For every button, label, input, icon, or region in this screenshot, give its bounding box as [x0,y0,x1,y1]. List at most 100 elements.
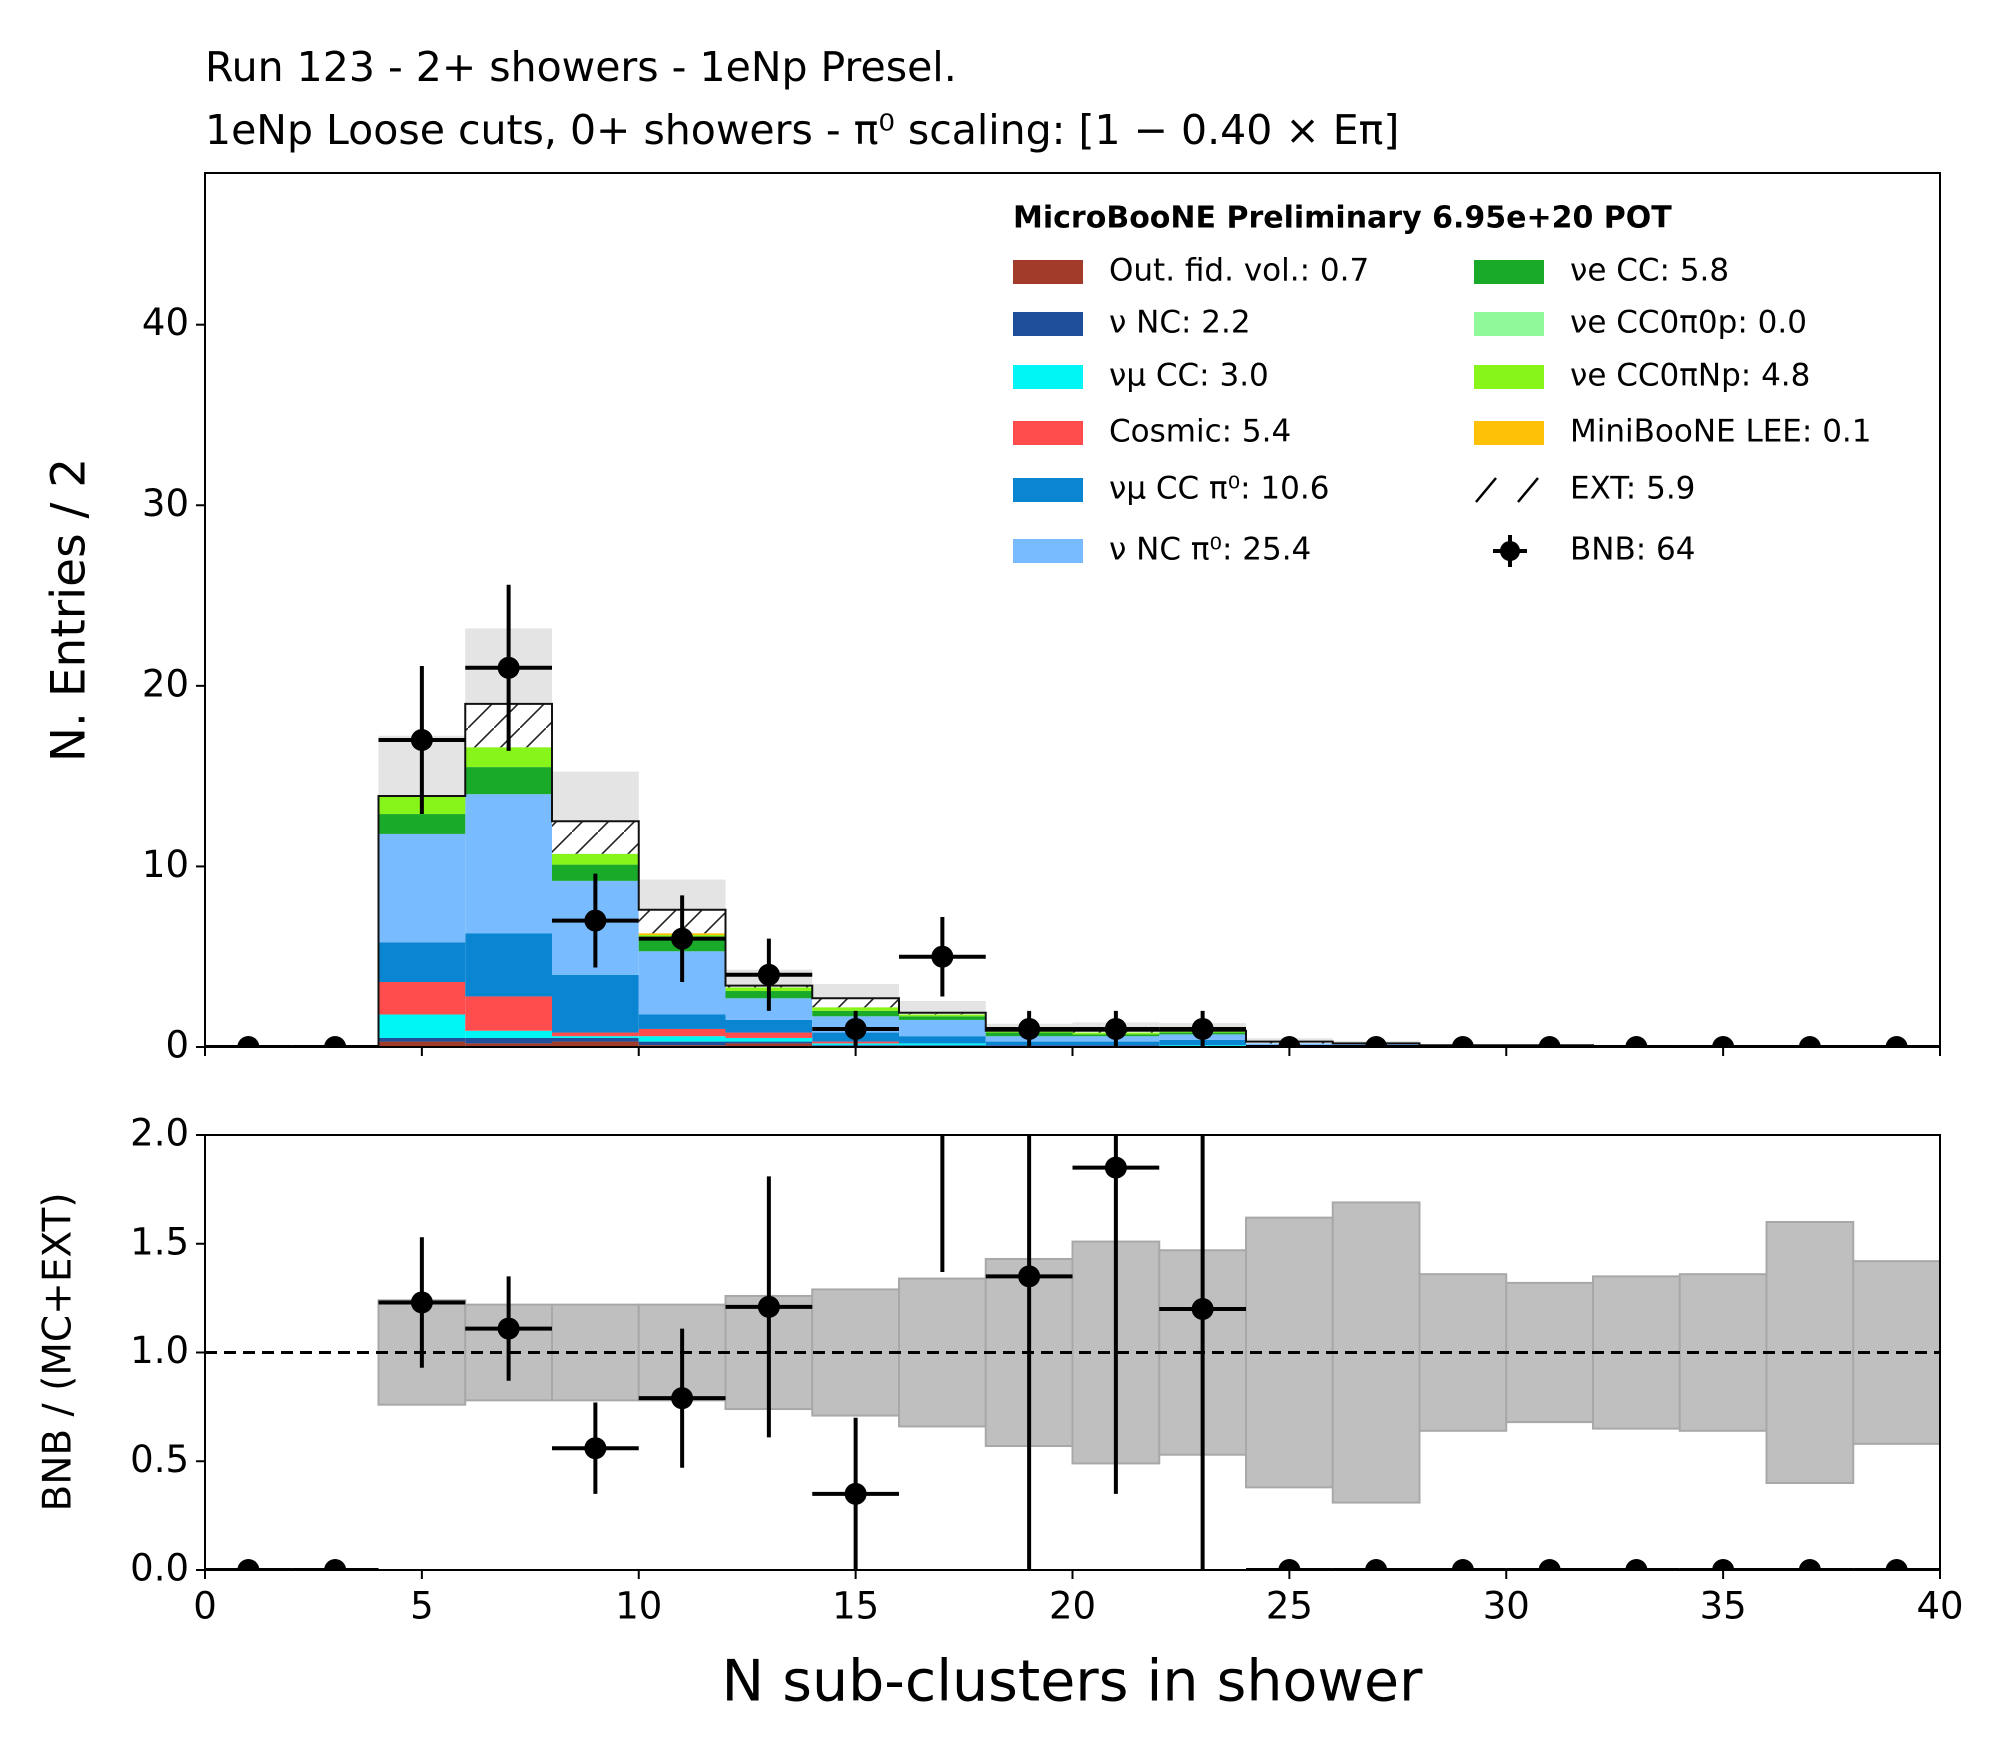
data-point [1018,1265,1041,1288]
data-point [1104,1017,1127,1040]
legend-swatch [1013,312,1083,336]
stack-segment [725,1043,813,1047]
stack-segment [725,1037,813,1042]
stack-segment [638,1041,726,1046]
legend-label: νe CC: 5.8 [1570,253,1729,289]
legend-swatch [1475,477,1539,503]
x-tick-label: 0 [193,1585,217,1628]
stack-segment [465,794,552,934]
stack-segment [638,1036,726,1042]
x-tick-label: 25 [1266,1585,1313,1628]
data-point [324,1559,347,1570]
data-point [1885,1559,1908,1570]
data-point [1625,1036,1648,1047]
stack-segment [465,933,552,997]
stack-segment [638,1028,726,1037]
data-point [497,1317,520,1340]
data-point [410,1291,433,1314]
data-point [931,945,954,968]
stack-segment [552,1041,639,1047]
data-point [1712,1559,1735,1570]
stack-segment [552,1036,639,1038]
ratio-axis-label: BNB / (MC+EXT) [36,1192,81,1511]
data-point [237,1559,260,1570]
legend-label: Cosmic: 5.4 [1109,414,1291,450]
stack-segment [725,1032,813,1038]
legend-label: νμ CC: 3.0 [1109,358,1269,394]
y-tick-label: 30 [142,482,189,525]
stack-segment [465,747,552,768]
legend-label: Out. fid. vol.: 0.7 [1109,253,1369,289]
y-tick-label: 0.5 [130,1438,189,1481]
legend-label: BNB: 64 [1570,532,1695,568]
stack-segment [725,1019,813,1033]
legend-label: νe CC0π0p: 0.0 [1570,305,1807,341]
data-point [757,963,780,986]
y-tick-label: 40 [142,301,189,344]
data-point [237,1036,260,1047]
stack-segment [812,1007,899,1011]
stack-segment [899,1043,986,1046]
stack-segment [465,996,552,1031]
data-point [1451,1559,1474,1570]
stack-segment [899,1014,986,1017]
legend-swatch [1474,312,1544,336]
data-point [1018,1017,1041,1040]
data-point [1104,1156,1127,1179]
data-point [1798,1036,1821,1047]
y-tick-label: 1.5 [130,1220,189,1263]
y-tick-label: 20 [142,662,189,705]
data-point [1365,1559,1388,1570]
stack-segment [378,1037,466,1042]
data-point [1191,1017,1214,1040]
x-axis-label: N sub-clusters in shower [722,1649,1423,1715]
ratio-panel [205,1135,1940,1570]
chart-subtitle: 1eNp Loose cuts, 0+ showers - π⁰ scaling… [205,106,1399,154]
stack-segment [552,821,639,854]
stack-segment [378,833,466,943]
legend-swatch [1013,260,1083,284]
data-point [1798,1559,1821,1570]
stack-segment [465,767,552,795]
y-tick-label: 0.0 [130,1547,189,1590]
data-point [1885,1036,1908,1047]
stack-segment [378,814,466,834]
legend-label: νe CC0πNp: 4.8 [1570,358,1810,394]
stack-segment [552,1037,639,1042]
legend-title: MicroBooNE Preliminary 6.95e+20 POT [1013,201,1672,236]
legend-swatch [1474,260,1544,284]
legend-label: EXT: 5.9 [1570,471,1695,507]
data-point [324,1036,347,1047]
x-tick-label: 30 [1483,1585,1530,1628]
x-tick-label: 40 [1916,1585,1963,1628]
data-point [410,729,433,752]
x-tick-label: 15 [832,1585,879,1628]
data-point [844,1482,867,1505]
legend-swatch [1013,478,1083,502]
legend-marker [1500,541,1520,561]
data-point [1278,1036,1301,1047]
legend-label: MiniBooNE LEE: 0.1 [1570,414,1872,450]
legend-swatch [1013,539,1083,563]
axes: 0 5 10 15 20 25 30 35 40 0 10 20 30 40 0.0 0.5 1.0 1.5 2.0… [130,172,1964,1628]
stack-segment [465,1037,552,1044]
data-point [844,1017,867,1040]
stack-segment [465,1043,552,1047]
stack-segment [378,1014,466,1038]
chart-title: Run 123 - 2+ showers - 1eNp Presel. [205,43,957,91]
legend-label: ν NC π⁰: 25.4 [1109,532,1311,568]
data-point [1191,1298,1214,1320]
data-point [671,927,694,950]
legend-swatch [1013,421,1083,445]
x-tick-label: 20 [1049,1585,1096,1628]
x-tick-label: 5 [410,1585,434,1628]
data-point [671,1387,694,1410]
legend-label: νμ CC π⁰: 10.6 [1109,471,1329,507]
stack-segment [899,1016,986,1020]
data-point [1625,1559,1648,1570]
stack-segment [812,998,899,1008]
x-tick-label: 35 [1700,1585,1747,1628]
data-point [584,1437,607,1460]
x-tick-label: 10 [615,1585,662,1628]
